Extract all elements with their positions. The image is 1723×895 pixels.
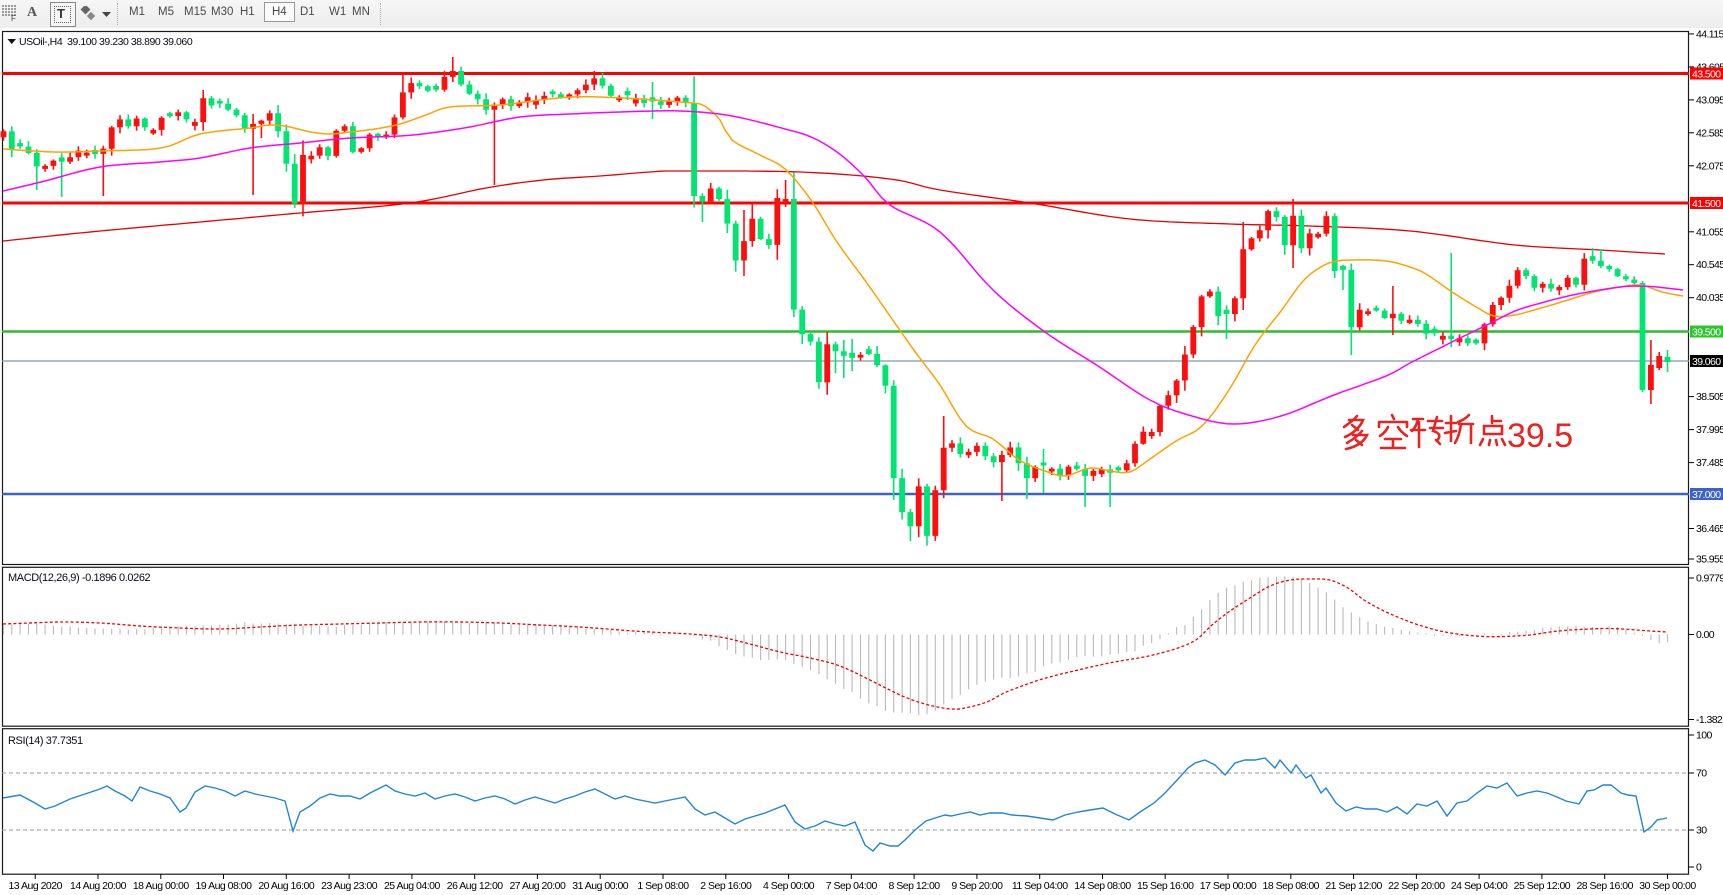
svg-text:41.500: 41.500 <box>1692 198 1721 210</box>
svg-text:11 Sep 04:00: 11 Sep 04:00 <box>1012 880 1068 892</box>
svg-text:41.055: 41.055 <box>1696 226 1723 238</box>
svg-text:20 Aug 16:00: 20 Aug 16:00 <box>258 880 315 892</box>
svg-text:26 Aug 12:00: 26 Aug 12:00 <box>447 880 504 892</box>
svg-text:40.545: 40.545 <box>1696 259 1723 271</box>
svg-text:18 Aug 00:00: 18 Aug 00:00 <box>133 880 190 892</box>
svg-text:8 Sep 12:00: 8 Sep 12:00 <box>889 880 941 892</box>
svg-text:30: 30 <box>1696 825 1707 837</box>
svg-text:100: 100 <box>1696 730 1712 742</box>
svg-text:37.995: 37.995 <box>1696 424 1723 436</box>
svg-text:F: F <box>11 14 16 22</box>
svg-text:USOil-,H4 39.100 39.230 38.89: USOil-,H4 39.100 39.230 38.890 39.060 <box>19 36 193 48</box>
svg-text:1 Sep 08:00: 1 Sep 08:00 <box>637 880 689 892</box>
svg-text:38.505: 38.505 <box>1696 391 1723 403</box>
svg-text:25 Sep 12:00: 25 Sep 12:00 <box>1514 880 1571 892</box>
svg-text:19 Aug 08:00: 19 Aug 08:00 <box>196 880 253 892</box>
svg-text:15 Sep 16:00: 15 Sep 16:00 <box>1137 880 1194 892</box>
svg-text:70: 70 <box>1696 768 1707 780</box>
svg-text:40.035: 40.035 <box>1696 292 1723 304</box>
svg-text:0: 0 <box>1696 862 1702 874</box>
svg-text:36.465: 36.465 <box>1696 523 1723 535</box>
svg-text:0.9779: 0.9779 <box>1696 573 1723 585</box>
svg-text:9 Sep 20:00: 9 Sep 20:00 <box>951 880 1003 892</box>
svg-text:13 Aug 2020: 13 Aug 2020 <box>8 880 62 892</box>
svg-text:31 Aug 00:00: 31 Aug 00:00 <box>572 880 629 892</box>
svg-text:MACD(12,26,9) -0.1896 0.0262: MACD(12,26,9) -0.1896 0.0262 <box>8 572 151 584</box>
svg-text:35.955: 35.955 <box>1696 554 1723 566</box>
svg-text:14 Sep 08:00: 14 Sep 08:00 <box>1074 880 1131 892</box>
svg-text:23 Aug 23:00: 23 Aug 23:00 <box>321 880 378 892</box>
svg-text:24 Sep 04:00: 24 Sep 04:00 <box>1451 880 1508 892</box>
svg-text:7 Sep 04:00: 7 Sep 04:00 <box>826 880 878 892</box>
svg-text:18 Sep 08:00: 18 Sep 08:00 <box>1263 880 1320 892</box>
svg-text:39.500: 39.500 <box>1692 326 1721 338</box>
svg-text:2 Sep 16:00: 2 Sep 16:00 <box>700 880 752 892</box>
svg-text:37.000: 37.000 <box>1692 489 1721 501</box>
svg-text:42.585: 42.585 <box>1696 127 1723 139</box>
svg-text:14 Aug 20:00: 14 Aug 20:00 <box>70 880 127 892</box>
svg-text:39.060: 39.060 <box>1692 356 1721 368</box>
svg-text:17 Sep 00:00: 17 Sep 00:00 <box>1200 880 1257 892</box>
svg-text:42.075: 42.075 <box>1696 160 1723 172</box>
svg-text:43.095: 43.095 <box>1696 94 1723 106</box>
svg-text:22 Sep 20:00: 22 Sep 20:00 <box>1388 880 1445 892</box>
svg-text:30 Sep 00:00: 30 Sep 00:00 <box>1639 880 1696 892</box>
svg-text:0.00: 0.00 <box>1696 629 1715 641</box>
svg-text:27 Aug 20:00: 27 Aug 20:00 <box>509 880 566 892</box>
svg-text:43.500: 43.500 <box>1692 68 1721 80</box>
svg-text:-1.382: -1.382 <box>1696 714 1723 726</box>
svg-text:25 Aug 04:00: 25 Aug 04:00 <box>384 880 441 892</box>
svg-text:37.485: 37.485 <box>1696 457 1723 469</box>
svg-text:44.115: 44.115 <box>1696 28 1723 40</box>
svg-text:21 Sep 12:00: 21 Sep 12:00 <box>1325 880 1382 892</box>
svg-text:4 Sep 00:00: 4 Sep 00:00 <box>763 880 815 892</box>
svg-text:39.5: 39.5 <box>1507 417 1573 455</box>
svg-text:RSI(14) 37.7351: RSI(14) 37.7351 <box>8 735 83 747</box>
svg-text:28 Sep 16:00: 28 Sep 16:00 <box>1576 880 1633 892</box>
